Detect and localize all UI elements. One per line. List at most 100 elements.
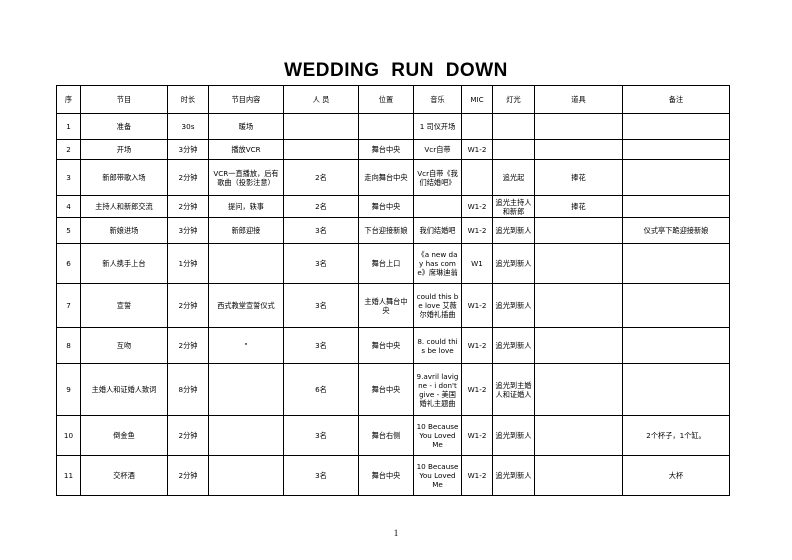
cell-duration: 2分钟: [167, 327, 209, 364]
cell-props: [534, 363, 623, 416]
cell-lighting: 追光到新人: [492, 327, 535, 364]
cell-props: [534, 415, 623, 456]
cell-music: 《a new day has come》席琳迪翁: [413, 243, 462, 284]
header-program: 节目: [80, 85, 168, 114]
cell-notes: 大杯: [622, 455, 730, 496]
cell-duration: 8分钟: [167, 363, 209, 416]
cell-position: 舞台中央: [358, 455, 414, 496]
cell-props: 捧花: [534, 159, 623, 196]
cell-duration: 2分钟: [167, 283, 209, 328]
cell-duration: 2分钟: [167, 159, 209, 196]
cell-duration: 1分钟: [167, 243, 209, 284]
cell-props: [534, 283, 623, 328]
cell-lighting: [492, 139, 535, 160]
cell-mic: W1-2: [461, 283, 493, 328]
table-row: 4 主持人和新郎交流 2分钟 提问，轶事 2名 舞台中央 W1-2 追光主持人和新郎 捧花: [56, 195, 730, 218]
cell-lighting: 追光主持人和新郎: [492, 195, 535, 218]
cell-seq: 4: [56, 195, 81, 218]
cell-props: 捧花: [534, 195, 623, 218]
cell-notes: 2个杯子，1个缸。: [622, 415, 730, 456]
cell-lighting: 追光到新人: [492, 415, 535, 456]
cell-program: 互吻: [80, 327, 168, 364]
cell-program: 主持人和新郎交流: [80, 195, 168, 218]
cell-seq: 2: [56, 139, 81, 160]
cell-lighting: 追光到新人: [492, 217, 535, 244]
cell-seq: 7: [56, 283, 81, 328]
cell-people: 3名: [283, 283, 359, 328]
cell-people: 3名: [283, 455, 359, 496]
cell-people: 3名: [283, 243, 359, 284]
cell-props: [534, 327, 623, 364]
cell-props: [534, 217, 623, 244]
table-row: 8 互吻 2分钟 " 3名 舞台中央 8. could this be love W1-2 追光…: [56, 327, 730, 364]
rundown-table: 序 节目 时长 节目内容 人 员 位置 音乐 MIC 灯光 道具 备注 1 准备 3…: [56, 85, 730, 496]
table-row: 9 主婚人和证婚人致词 8分钟 6名 舞台中央 9.avril lavigne - i d…: [56, 363, 730, 416]
cell-content: 播放VCR: [208, 139, 284, 160]
cell-content: 西式教堂宣誓仪式: [208, 283, 284, 328]
header-mic: MIC: [461, 85, 493, 114]
header-lighting: 灯光: [492, 85, 535, 114]
cell-mic: W1-2: [461, 195, 493, 218]
cell-position: 舞台中央: [358, 195, 414, 218]
cell-content: VCR一直播放，后有歌曲（投影注意）: [208, 159, 284, 196]
cell-seq: 5: [56, 217, 81, 244]
cell-people: 3名: [283, 217, 359, 244]
table-row: 11 交杯酒 2分钟 3名 舞台中央 10 Because You Loved Me W1-…: [56, 455, 730, 496]
header-duration: 时长: [167, 85, 209, 114]
cell-lighting: 追光起: [492, 159, 535, 196]
cell-music: 8. could this be love: [413, 327, 462, 364]
cell-mic: W1-2: [461, 415, 493, 456]
cell-people: 3名: [283, 415, 359, 456]
cell-mic: W1: [461, 243, 493, 284]
cell-duration: 2分钟: [167, 455, 209, 496]
table-row: 2 开场 3分钟 播放VCR 舞台中央 Vcr自带 W1-2: [56, 139, 730, 160]
cell-props: [534, 139, 623, 160]
cell-props: [534, 113, 623, 140]
cell-notes: 仪式亭下跪迎接新娘: [622, 217, 730, 244]
cell-position: 舞台右侧: [358, 415, 414, 456]
cell-people: [283, 139, 359, 160]
cell-content: 暖场: [208, 113, 284, 140]
cell-position: 舞台中央: [358, 363, 414, 416]
cell-notes: [622, 159, 730, 196]
cell-position: 舞台上口: [358, 243, 414, 284]
header-row: 序 节目 时长 节目内容 人 员 位置 音乐 MIC 灯光 道具 备注: [56, 85, 730, 114]
cell-notes: [622, 113, 730, 140]
cell-program: 新娘进场: [80, 217, 168, 244]
cell-music: Vcr自带: [413, 139, 462, 160]
header-notes: 备注: [622, 85, 730, 114]
table-row: 3 新郎带歌入场 2分钟 VCR一直播放，后有歌曲（投影注意） 2名 走向舞台中央 Vcr自…: [56, 159, 730, 196]
page-number: 1: [393, 528, 399, 538]
cell-seq: 11: [56, 455, 81, 496]
cell-people: [283, 113, 359, 140]
cell-program: 新人携手上台: [80, 243, 168, 284]
cell-people: 6名: [283, 363, 359, 416]
cell-position: [358, 113, 414, 140]
cell-mic: [461, 113, 493, 140]
cell-mic: [461, 159, 493, 196]
cell-program: 倒金鱼: [80, 415, 168, 456]
cell-seq: 6: [56, 243, 81, 284]
cell-people: 2名: [283, 195, 359, 218]
cell-props: [534, 455, 623, 496]
cell-seq: 8: [56, 327, 81, 364]
cell-notes: [622, 327, 730, 364]
cell-notes: [622, 139, 730, 160]
cell-position: 舞台中央: [358, 327, 414, 364]
cell-content: 新郎迎接: [208, 217, 284, 244]
cell-music: 10 Because You Loved Me: [413, 455, 462, 496]
cell-content: [208, 415, 284, 456]
document-title: WEDDING RUN DOWN: [284, 60, 508, 81]
cell-program: 开场: [80, 139, 168, 160]
cell-duration: 2分钟: [167, 415, 209, 456]
cell-position: 主婚人舞台中央: [358, 283, 414, 328]
cell-duration: 3分钟: [167, 217, 209, 244]
header-props: 道具: [534, 85, 623, 114]
cell-music: [413, 195, 462, 218]
cell-content: 提问，轶事: [208, 195, 284, 218]
cell-seq: 10: [56, 415, 81, 456]
cell-music: 1 司仪开场: [413, 113, 462, 140]
cell-program: 准备: [80, 113, 168, 140]
cell-position: 舞台中央: [358, 139, 414, 160]
cell-people: 2名: [283, 159, 359, 196]
